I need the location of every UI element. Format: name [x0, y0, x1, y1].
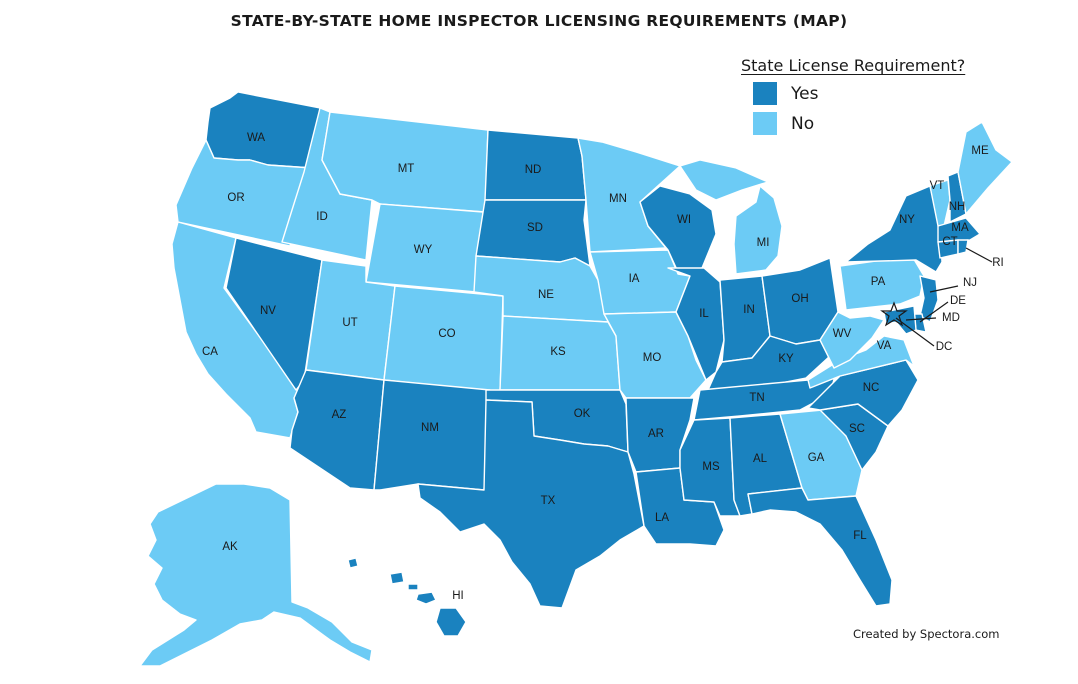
label-CT: CT	[942, 236, 957, 248]
label-HI: HI	[452, 590, 464, 602]
leader-dc	[895, 317, 935, 347]
state-AK[interactable]	[139, 483, 373, 667]
label-NM: NM	[421, 422, 439, 434]
label-FL: FL	[853, 530, 867, 542]
label-ND: ND	[525, 164, 542, 176]
label-OH: OH	[791, 293, 808, 305]
label-CA: CA	[202, 346, 218, 358]
dc-star-icon[interactable]	[880, 301, 908, 327]
state-ME[interactable]	[957, 121, 1013, 215]
state-NJ[interactable]	[919, 275, 939, 323]
map-title: STATE-BY-STATE HOME INSPECTOR LICENSING …	[230, 12, 848, 30]
label-TN: TN	[749, 392, 764, 404]
label-CO: CO	[438, 328, 455, 340]
label-AR: AR	[648, 428, 664, 440]
state-NH[interactable]	[947, 171, 967, 223]
label-LA: LA	[655, 512, 669, 524]
label-MO: MO	[643, 352, 662, 364]
label-PA: PA	[871, 276, 886, 288]
state-HI-molokai[interactable]	[407, 583, 419, 591]
legend-item-no: No	[753, 112, 965, 135]
state-FL[interactable]	[747, 487, 893, 607]
leader-ri	[965, 247, 993, 263]
state-HI-maui[interactable]	[415, 591, 437, 605]
label-AZ: AZ	[332, 409, 347, 421]
state-WA[interactable]	[205, 91, 321, 169]
label-DE: DE	[950, 295, 966, 307]
state-WI[interactable]	[639, 185, 717, 273]
state-RI[interactable]	[957, 239, 969, 255]
label-NJ: NJ	[963, 277, 977, 289]
label-MA: MA	[951, 222, 969, 234]
label-VA: VA	[877, 340, 892, 352]
state-VT[interactable]	[929, 179, 951, 227]
label-DC: DC	[936, 341, 953, 353]
label-MN: MN	[609, 193, 627, 205]
legend-label-yes: Yes	[791, 83, 819, 104]
legend-title: State License Requirement?	[741, 56, 966, 75]
label-IL: IL	[699, 308, 709, 320]
state-HI-kauai[interactable]	[347, 557, 359, 569]
label-IN: IN	[743, 304, 755, 316]
legend-label-no: No	[791, 113, 815, 134]
state-NY[interactable]	[845, 185, 943, 273]
state-IL[interactable]	[667, 267, 725, 381]
label-WI: WI	[677, 214, 691, 226]
label-NV: NV	[260, 305, 276, 317]
legend-swatch-no	[753, 112, 777, 135]
state-WV[interactable]	[819, 311, 885, 369]
label-ME: ME	[971, 145, 989, 157]
state-MI[interactable]	[733, 185, 783, 275]
leader-nj	[929, 285, 959, 293]
label-UT: UT	[342, 317, 357, 329]
label-MS: MS	[702, 461, 720, 473]
label-WA: WA	[247, 132, 265, 144]
label-VT: VT	[930, 180, 945, 192]
label-SC: SC	[849, 423, 865, 435]
state-TX[interactable]	[417, 399, 645, 609]
label-NC: NC	[863, 382, 880, 394]
legend-swatch-yes	[753, 82, 777, 105]
label-KY: KY	[778, 353, 794, 365]
label-NY: NY	[899, 214, 915, 226]
label-MI: MI	[757, 237, 770, 249]
label-WV: WV	[833, 328, 852, 340]
label-OK: OK	[574, 408, 591, 420]
label-IA: IA	[629, 273, 640, 285]
label-MT: MT	[398, 163, 415, 175]
label-ID: ID	[316, 211, 328, 223]
label-RI: RI	[992, 257, 1004, 269]
label-MD: MD	[942, 312, 960, 324]
label-NE: NE	[538, 289, 554, 301]
label-AK: AK	[222, 541, 238, 553]
label-WY: WY	[414, 244, 433, 256]
label-GA: GA	[808, 452, 825, 464]
label-NH: NH	[949, 201, 966, 213]
label-KS: KS	[550, 346, 566, 358]
label-SD: SD	[527, 222, 543, 234]
label-AL: AL	[753, 453, 768, 465]
state-HI-oahu[interactable]	[389, 571, 405, 585]
label-TX: TX	[541, 495, 556, 507]
state-NM[interactable]	[373, 379, 491, 491]
state-HI-big[interactable]	[435, 607, 467, 637]
legend: State License Requirement? Yes No	[741, 56, 965, 135]
state-AZ[interactable]	[289, 369, 385, 491]
state-MA[interactable]	[937, 217, 981, 243]
legend-item-yes: Yes	[753, 82, 965, 105]
label-OR: OR	[227, 192, 244, 204]
state-MI-UP[interactable]	[679, 159, 769, 201]
leader-md	[905, 317, 937, 321]
credit-text: Created by Spectora.com	[853, 627, 1000, 641]
